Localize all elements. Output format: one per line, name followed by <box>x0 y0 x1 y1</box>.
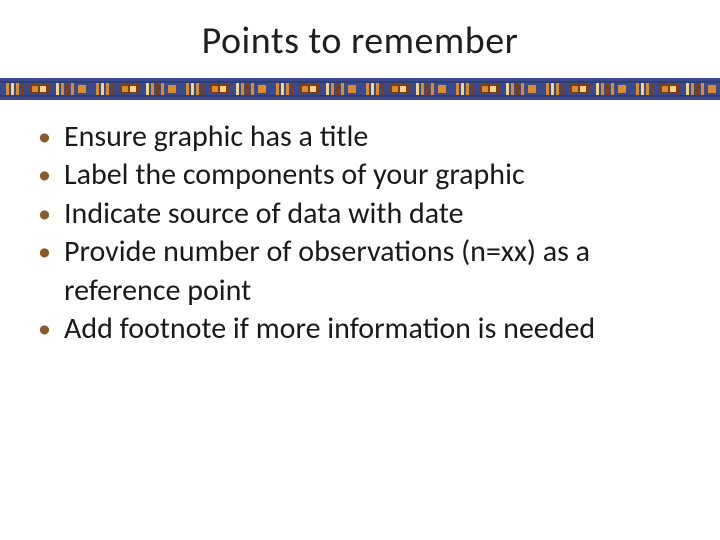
list-item: • Indicate source of data with date <box>34 195 686 233</box>
list-item-text: Add footnote if more information is need… <box>64 310 595 347</box>
bullet-marker-icon: • <box>38 312 51 346</box>
list-item-text: Indicate source of data with date <box>64 195 464 232</box>
bullet-marker-icon: • <box>38 120 51 154</box>
list-item: • Add footnote if more information is nee… <box>34 310 686 348</box>
bullet-marker-icon: • <box>38 235 51 269</box>
page-title: Points to remember <box>0 0 720 78</box>
list-item-text: Label the components of your graphic <box>64 156 525 193</box>
list-item: • Label the components of your graphic <box>34 156 686 194</box>
content-area: • Ensure graphic has a title • Label the co… <box>0 100 720 348</box>
list-item: • Provide number of observations (n=xx) a… <box>34 233 686 310</box>
bullet-marker-icon: • <box>38 158 51 192</box>
list-item: • Ensure graphic has a title <box>34 118 686 156</box>
divider-pattern-icon <box>0 78 720 100</box>
list-item-text: Provide number of observations (n=xx) as… <box>64 233 590 308</box>
decorative-divider <box>0 78 720 100</box>
bullet-list: • Ensure graphic has a title • Label the co… <box>34 118 686 348</box>
list-item-text: Ensure graphic has a title <box>64 118 368 155</box>
bullet-marker-icon: • <box>38 197 51 231</box>
